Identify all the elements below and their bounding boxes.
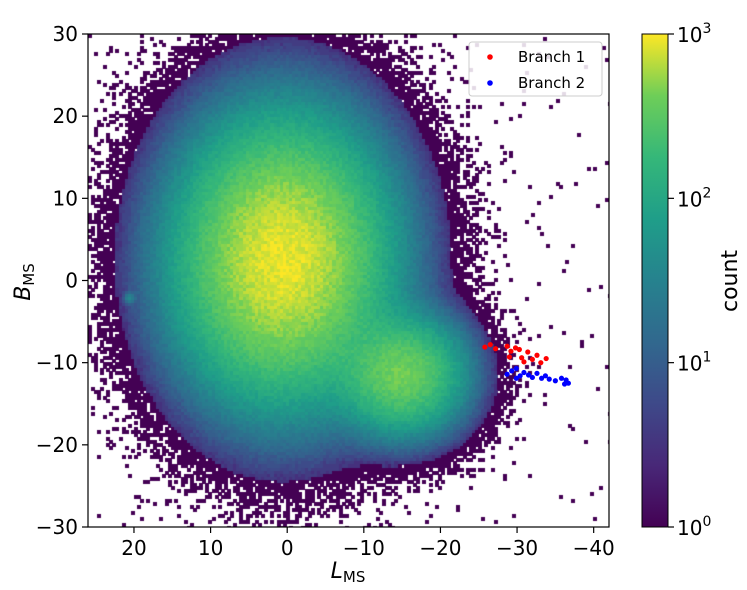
scatter-point-branch-1 (508, 348, 514, 354)
scatter-point-branch-2 (525, 372, 532, 378)
scatter-point-branch-1 (482, 344, 488, 350)
scatter-point-branch-2 (529, 374, 535, 381)
scatter-point-branch-1 (516, 346, 522, 353)
y-tick-label: −30 (36, 515, 78, 539)
x-tick-label: 10 (198, 536, 223, 560)
scatter-point-branch-2 (558, 375, 565, 381)
scatter-point-branch-2 (513, 375, 519, 381)
legend-marker-branch-1 (487, 54, 493, 60)
x-axis-label: LMS (331, 559, 366, 586)
scatter-point-branch-2 (534, 370, 540, 376)
scatter-point-branch-2 (561, 381, 568, 387)
legend-marker-branch-2 (487, 80, 493, 86)
scatter-point-branch-2 (538, 375, 545, 381)
scatter-point-branch-2 (546, 376, 552, 382)
scatter-point-branch-1 (504, 343, 510, 349)
x-tick-label: −40 (573, 536, 615, 560)
legend: Branch 1 Branch 2 (468, 41, 603, 97)
legend-box (468, 41, 603, 97)
scatter-point-branch-1 (493, 346, 499, 352)
colorbar-label: count (718, 250, 743, 312)
scatter-layer (482, 341, 571, 387)
scatter-point-branch-1 (487, 341, 493, 348)
colorbar-tick-label: 101 (677, 350, 711, 376)
y-tick-label: −20 (36, 433, 78, 457)
scatter-point-branch-1 (538, 360, 544, 366)
scatter-point-branch-2 (521, 369, 527, 376)
colorbar-gradient (641, 33, 669, 528)
legend-label-branch-2: Branch 2 (518, 74, 585, 92)
plot-area (87, 33, 610, 528)
y-tick-label: −10 (36, 351, 78, 375)
scatter-point-branch-2 (552, 378, 558, 384)
y-tick-label: 20 (53, 104, 78, 128)
scatter-point-branch-1 (519, 355, 525, 361)
scatter-point-branch-2 (509, 368, 515, 374)
y-tick-label: 30 (53, 22, 78, 46)
colorbar-tick-label: 102 (677, 185, 711, 211)
colorbar-tick-label: 103 (677, 21, 711, 47)
y-axis-label: BMS (11, 263, 38, 301)
y-tick-label: 10 (53, 186, 78, 210)
scatter-point-branch-2 (513, 365, 519, 372)
scatter-point-branch-1 (543, 355, 549, 362)
scatter-point-branch-1 (525, 349, 531, 355)
scatter-point-branch-2 (517, 373, 523, 379)
colorbar-tick-label: 100 (677, 514, 711, 540)
scatter-point-branch-2 (542, 373, 549, 379)
x-tick-label: −30 (496, 536, 538, 560)
y-axis: 30 20 10 0 −10 −20 −30 (36, 22, 88, 539)
scatter-point-branch-1 (521, 359, 527, 365)
x-tick-label: 20 (121, 536, 146, 560)
x-axis: 20 10 0 −10 −20 −30 −40 (121, 527, 615, 560)
scatter-point-branch-1 (534, 352, 540, 358)
legend-label-branch-1: Branch 1 (518, 48, 585, 66)
x-tick-label: 0 (281, 536, 294, 560)
scatter-point-branch-2 (504, 371, 510, 377)
x-tick-label: −10 (343, 536, 385, 560)
scatter-point-branch-1 (529, 356, 535, 362)
x-tick-label: −20 (419, 536, 461, 560)
colorbar-ticks: 100 101 102 103 (668, 21, 711, 540)
colorbar: 100 101 102 103 count (641, 21, 743, 540)
y-tick-label: 0 (65, 269, 78, 293)
scatter-point-branch-1 (506, 354, 512, 360)
